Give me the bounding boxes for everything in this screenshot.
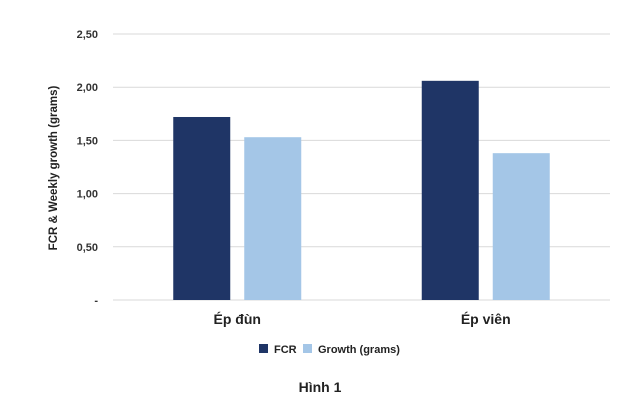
legend-label: FCR xyxy=(274,344,297,356)
bar-growth-0 xyxy=(244,137,302,300)
y-tick-label: 0,50 xyxy=(77,242,98,254)
bar-growth-1 xyxy=(492,153,550,300)
y-tick-label: 2,50 xyxy=(77,29,98,41)
y-tick-label: - xyxy=(94,295,98,307)
y-tick-label: 1,50 xyxy=(77,135,98,147)
x-axis-categories: Ép đùn Ép viên xyxy=(214,311,511,327)
y-axis-ticks: - 0,50 1,00 1,50 2,00 2,50 xyxy=(77,29,99,307)
bars xyxy=(173,80,550,300)
x-category-label: Ép viên xyxy=(461,311,511,327)
legend-swatch xyxy=(259,344,268,353)
y-tick-label: 2,00 xyxy=(77,82,98,94)
legend: FCR Growth (grams) xyxy=(259,344,400,356)
bar-fcr-0 xyxy=(173,116,231,300)
legend-swatch xyxy=(303,344,312,353)
x-category-label: Ép đùn xyxy=(214,311,261,327)
figure-caption: Hình 1 xyxy=(299,379,342,395)
bar-fcr-1 xyxy=(421,80,479,300)
y-tick-label: 1,00 xyxy=(77,189,98,201)
legend-label: Growth (grams) xyxy=(318,344,400,356)
y-axis-title: FCR & Weekly growth (grams) xyxy=(48,86,60,251)
